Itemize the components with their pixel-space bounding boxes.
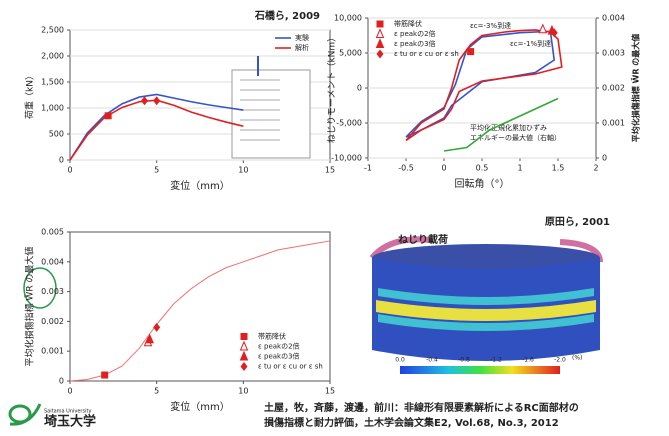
legend-label: ε peakの2倍 (394, 29, 436, 38)
legend-label: 実験 (295, 33, 309, 42)
legend-label: 解析 (295, 43, 309, 52)
y-tick-label: 0 (357, 84, 362, 93)
legend-label: ε peakの3倍 (394, 39, 436, 48)
x-tick-label: 0 (67, 387, 72, 396)
x-tick-label: -1 (364, 164, 372, 173)
colorbar-label: -0.8 (458, 357, 470, 364)
x-tick-label: 0.5 (476, 164, 489, 173)
logo-name: 埼玉大学 (44, 414, 96, 430)
y2-axis-label: 平均化損傷指標 W̄R の最大値 (630, 34, 640, 143)
x-axis-label: 変位（mm） (170, 179, 229, 192)
y-tick-label: 0.005 (41, 228, 64, 237)
x-tick-label: 0 (441, 164, 446, 173)
x-tick-label: 0 (67, 166, 72, 175)
figure-title: 原田ら, 2001 (545, 216, 610, 228)
y2-tick-label: 0.001 (602, 119, 625, 128)
citation: 土屋，牧，斉藤，渡邊，前川：非線形有限要素解析によるRC面部材の (264, 401, 579, 414)
y-tick-label: 0.001 (41, 347, 64, 356)
citation: 損傷指標と耐力評価，土木学会論文集E2, Vol.68, No.3, 2012 (264, 416, 559, 429)
y-tick-label: 0.003 (41, 287, 64, 296)
annotation: 平均化正規化累加ひずみ (470, 123, 547, 132)
legend-label: ε peakの3倍 (258, 352, 300, 361)
y-tick-label: 1,500 (41, 78, 64, 87)
colorbar (400, 366, 560, 374)
y-tick-label: 0 (59, 156, 64, 165)
slide: 原田ら, 2001 ねじり載荷 0.0-0.4-0.8-1.2-1.6-2.0 … (0, 0, 669, 436)
x-axis-label: 回転角（°） (455, 178, 510, 190)
marker (101, 372, 108, 379)
y-tick-label: 0 (59, 377, 64, 386)
x-axis-label: 変位（mm） (170, 400, 229, 413)
y-tick-label: 1,000 (41, 104, 64, 113)
y-tick-label: 500 (49, 130, 64, 139)
x-tick-label: 15 (325, 166, 335, 175)
marker (467, 48, 474, 55)
legend-label: 帯筋降伏 (258, 332, 286, 341)
legend-label: ε peakの2倍 (258, 342, 300, 351)
legend-swatch (241, 333, 248, 340)
legend-label: 帯筋降伏 (394, 19, 422, 28)
x-tick-label: 10 (238, 166, 248, 175)
y-axis-label: 平均化損傷指標 W̄R の最大値 (24, 247, 36, 367)
chart-title: 石橋ら, 2009 (254, 9, 320, 22)
colorbar-label: -0.4 (426, 357, 438, 364)
y2-tick-label: 0.004 (602, 14, 625, 23)
colorbar-label: -1.2 (490, 357, 502, 364)
y-tick-label: 10,000 (334, 14, 362, 23)
y-tick-label: 2,500 (41, 26, 64, 35)
x-tick-label: 10 (238, 387, 248, 396)
marker (105, 112, 112, 119)
load-label: ねじり載荷 (398, 233, 448, 246)
y-axis-label: ねじりモーメント（kNm） (327, 33, 338, 143)
colorbar-label: -1.6 (522, 357, 534, 364)
y-tick-label: 5,000 (339, 49, 362, 58)
annotation: εc=-1%到達 (510, 39, 551, 48)
y2-tick-label: 0 (602, 154, 607, 163)
x-tick-label: -0.5 (398, 164, 414, 173)
y2-tick-label: 0.003 (602, 49, 625, 58)
y-tick-label: -5,000 (336, 119, 362, 128)
y-tick-label: 0.002 (41, 317, 64, 326)
x-tick-label: 15 (325, 387, 335, 396)
x-tick-label: 2 (593, 164, 598, 173)
page: 原田ら, 2001 ねじり載荷 0.0-0.4-0.8-1.2-1.6-2.0 … (0, 0, 669, 436)
annotation: εc=-3%到達 (470, 21, 511, 30)
colorbar-unit: (%) (572, 355, 582, 362)
x-tick-label: 1.5 (552, 164, 565, 173)
y-tick-label: 2,000 (41, 52, 64, 61)
inset (232, 70, 310, 158)
y-axis-label: 荷重（kN） (24, 71, 36, 119)
x-tick-label: 5 (154, 166, 159, 175)
y-tick-label: 0.004 (41, 257, 64, 266)
colorbar-label: -2.0 (554, 357, 566, 364)
colorbar-label: 0.0 (395, 357, 405, 364)
legend-label: ε tu or ε cu or ε sh (258, 363, 323, 371)
y2-tick-label: 0.002 (602, 84, 625, 93)
x-tick-label: 5 (154, 387, 159, 396)
x-tick-label: 1 (517, 164, 522, 173)
legend-label: ε tu or ε cu or ε sh (394, 50, 459, 58)
legend-swatch (377, 21, 384, 28)
y-tick-label: -10,000 (331, 154, 362, 163)
